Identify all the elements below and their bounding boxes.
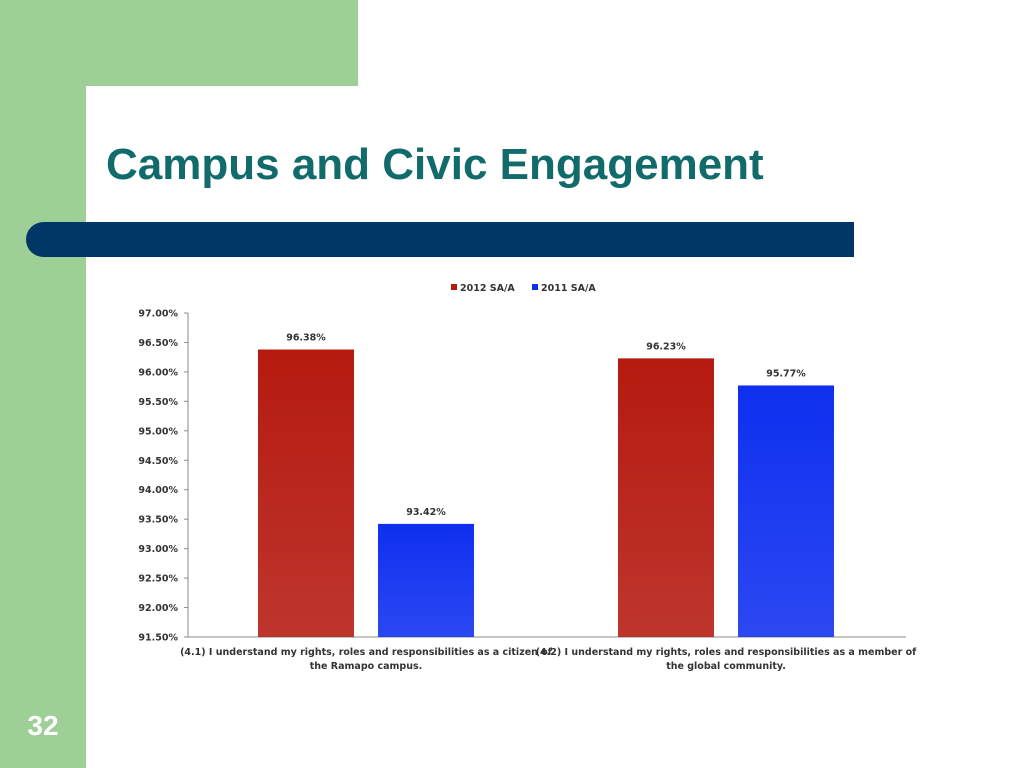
title-underline-bar	[26, 222, 854, 257]
y-tick-label: 94.50%	[138, 456, 178, 467]
bar-2012-sa-a-2	[618, 358, 714, 637]
x-category-label: the global community.	[666, 661, 786, 672]
page-number: 32	[27, 710, 59, 741]
bar-2012-sa-a-1	[258, 349, 354, 637]
x-category-label: (4.1) I understand my rights, roles and …	[180, 647, 553, 658]
y-tick-label: 94.00%	[138, 485, 178, 496]
bar-2011-sa-a-1	[378, 523, 474, 637]
data-label: 96.38%	[286, 333, 326, 344]
y-tick-label: 91.50%	[138, 633, 178, 644]
y-tick-label: 95.50%	[138, 397, 178, 408]
y-tick-label: 92.50%	[138, 574, 178, 585]
legend-swatch	[532, 284, 538, 290]
y-tick-label: 96.50%	[138, 338, 178, 349]
content-panel	[86, 86, 1024, 768]
data-label: 93.42%	[406, 507, 446, 518]
legend-swatch	[451, 284, 457, 290]
bar-2011-sa-a-2	[738, 385, 834, 637]
x-category-label: the Ramapo campus.	[310, 661, 423, 672]
y-tick-label: 93.50%	[138, 515, 178, 526]
y-tick-label: 97.00%	[138, 309, 178, 320]
data-label: 96.23%	[646, 341, 686, 352]
legend-label: 2011 SA/A	[541, 283, 596, 294]
x-category-label: (4.2) I understand my rights, roles and …	[536, 647, 917, 658]
data-label: 95.77%	[766, 368, 806, 379]
legend-label: 2012 SA/A	[460, 283, 515, 294]
y-tick-label: 95.00%	[138, 426, 178, 437]
y-tick-label: 92.00%	[138, 603, 178, 614]
y-tick-label: 93.00%	[138, 544, 178, 555]
slide-title: Campus and Civic Engagement	[106, 140, 764, 189]
y-tick-label: 96.00%	[138, 367, 178, 378]
green-left-band	[0, 0, 86, 768]
